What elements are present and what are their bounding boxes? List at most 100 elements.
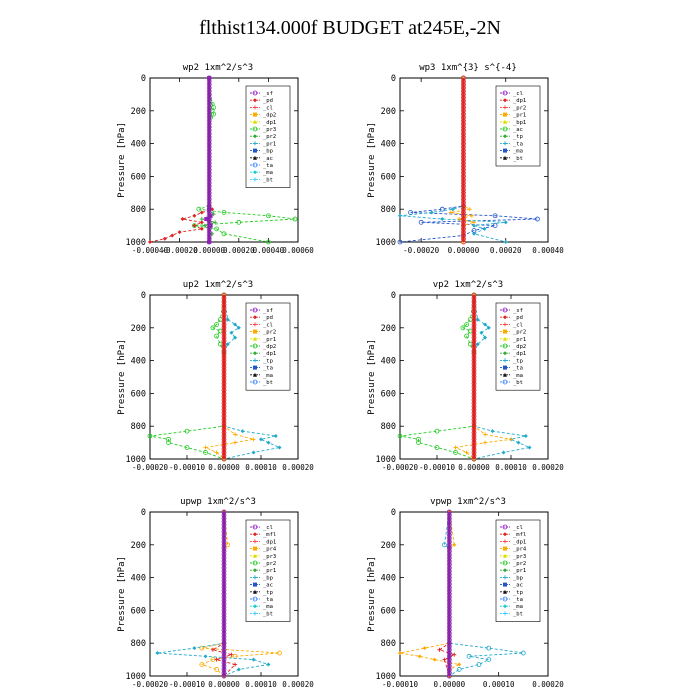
legend-entry: _ta (513, 366, 523, 372)
y-tick-label: 600 (131, 389, 146, 399)
series-line-pr2 (453, 295, 512, 460)
y-tick-label: 200 (131, 324, 146, 334)
y-tick-label: 400 (381, 357, 396, 367)
legend-entry: _pd (263, 315, 273, 321)
legend-entry: _ma (513, 373, 523, 379)
legend-entry: _pr2 (513, 561, 526, 567)
y-tick-label: 800 (131, 205, 146, 215)
legend-entry: _sf (263, 91, 273, 97)
legend-entry: _tp (263, 590, 273, 596)
legend-box (495, 85, 541, 167)
x-tick-label: -0.00010 (169, 463, 206, 472)
y-tick-label: 200 (381, 324, 396, 334)
legend-entry: _cl (513, 525, 523, 531)
legend-entry: _pr2 (513, 330, 526, 336)
legend-entry: _pd (263, 98, 273, 104)
y-tick-label: 400 (381, 574, 396, 584)
chart-title: wp3 1xm^{3} s^{-4} (419, 63, 517, 73)
page-title: flthist134.000f BUDGET at245E,-2N (199, 17, 501, 39)
x-tick-label: -0.00040 (132, 246, 169, 255)
legend-entry: _mfl (263, 532, 276, 538)
legend-entry: _dp1 (263, 120, 276, 126)
legend-entry: _ac (513, 127, 523, 133)
chart-panel-4: vp2 1xm^2/s^3 Pressure [hPa] 0 200 400 600 800… (367, 280, 564, 472)
legend-entry: _bp (513, 575, 523, 581)
legend: _sf_pd_cl _pr2_pr1_dp2_dp1_tp _ta_ma_bt (245, 302, 291, 391)
x-tick-label: 0.00020 (282, 463, 314, 472)
series-markers-bt (471, 292, 477, 462)
y-tick-label: 200 (381, 541, 396, 551)
series-line-ac (399, 78, 506, 243)
series-markers-dp2 (148, 76, 215, 244)
x-tick-label: 0.00040 (253, 246, 285, 255)
x-tick-label: 0.00000 (434, 680, 466, 689)
legend-entry: _dp1 (513, 539, 526, 545)
legend-entry: _ta (513, 597, 523, 603)
series-line-dp2 (149, 78, 213, 243)
y-tick-label: 1000 (126, 238, 146, 248)
legend-entry: _dp1 (513, 98, 526, 104)
series-markers-ac (398, 76, 508, 244)
legend-entry: _pr4 (513, 547, 527, 553)
chart-title: upwp 1xm^2/s^3 (180, 497, 256, 507)
y-tick-label: 600 (131, 606, 146, 616)
legend-entry: _ta (263, 366, 273, 372)
y-axis-label: Pressure [hPa] (117, 122, 127, 198)
y-tick-label: 400 (131, 574, 146, 584)
legend-entry: _pr4 (263, 547, 277, 553)
y-axis-label: Pressure [hPa] (117, 556, 127, 632)
legend-entry: _cl (513, 322, 523, 328)
y-tick-label: 0 (391, 291, 396, 301)
y-tick-label: 1000 (126, 672, 146, 682)
series-line-dp2 (399, 294, 475, 460)
x-tick-label: 0.00020 (490, 246, 522, 255)
legend-entry: _cl (263, 525, 273, 531)
series-markers-bt (221, 292, 227, 462)
series-line-tp (473, 294, 532, 460)
series-line-dp2 (149, 294, 225, 460)
legend-entry: _ma (263, 170, 273, 176)
legend-entry: _mfl (513, 532, 526, 538)
legend-entry: _cl (513, 91, 523, 97)
chart-panel-3: up2 1xm^2/s^3 Pressure [hPa] 0 200 400 600 800… (117, 280, 314, 472)
legend-entry: _tp (513, 134, 523, 140)
x-tick-label: -0.00010 (169, 680, 206, 689)
x-tick-label: -0.00020 (162, 246, 199, 255)
x-tick-label: 0.00040 (532, 246, 564, 255)
series-markers-dp2 (147, 292, 227, 462)
plot-frame (399, 77, 549, 243)
x-tick-label: 0.00000 (458, 463, 490, 472)
y-tick-label: 1000 (376, 238, 396, 248)
legend-entry: _pr3 (263, 127, 276, 133)
x-tick-label: 0.00020 (532, 463, 564, 472)
legend-entry: _bt (263, 611, 273, 617)
y-tick-label: 200 (131, 541, 146, 551)
y-tick-label: 600 (381, 172, 396, 182)
legend-entry: _bt (513, 156, 523, 162)
legend-entry: _pr2 (513, 105, 526, 111)
x-tick-label: 0.00010 (245, 463, 277, 472)
legend-entry: _ma (513, 604, 523, 610)
x-tick-label: 0.00010 (495, 463, 527, 472)
x-tick-label: 0.00020 (532, 680, 564, 689)
chart-panel-2: wp3 1xm^{3} s^{-4} Pressure [hPa] 0 200 400 6… (367, 63, 564, 255)
legend-entry: _cl (263, 322, 273, 328)
y-axis-label: Pressure [hPa] (367, 339, 377, 415)
x-tick-label: 0.00020 (223, 246, 255, 255)
y-tick-label: 0 (141, 508, 146, 518)
plot-frame (399, 511, 549, 677)
y-tick-label: 600 (381, 606, 396, 616)
series-markers-bt (206, 75, 212, 245)
x-tick-label: 0.00060 (282, 246, 314, 255)
legend-entry: _ac (513, 583, 523, 589)
series-line-pr4 (438, 512, 456, 677)
legend-entry: _cl (263, 105, 273, 111)
legend: _cl_dp1_pr2 _pr1_bp1_ac_tp_ta _ma_bt (495, 85, 541, 167)
y-tick-label: 1000 (126, 455, 146, 465)
y-tick-label: 400 (381, 140, 396, 150)
y-tick-label: 800 (381, 639, 396, 649)
legend-entry: _pr1 (513, 568, 526, 574)
x-tick-label: 0.00010 (483, 680, 515, 689)
x-tick-label: -0.00020 (403, 246, 440, 255)
legend-entry: _sf (263, 308, 273, 314)
